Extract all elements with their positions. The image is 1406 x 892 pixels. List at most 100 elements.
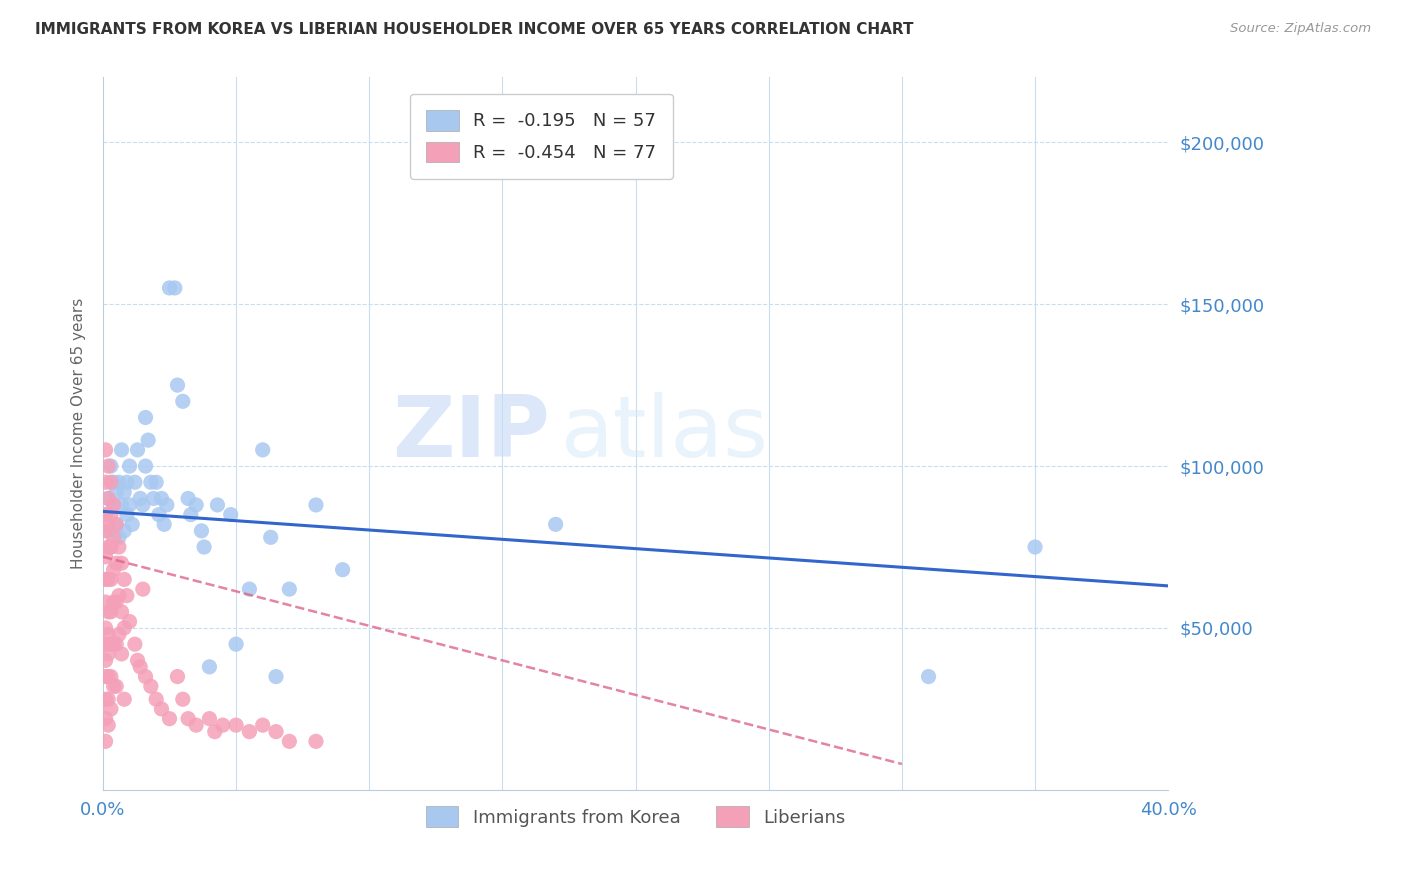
Point (193, 540, 215, 554)
Point (134, 458, 156, 473)
Point (219, 508, 242, 522)
Point (118, 498, 141, 512)
Text: ZIP: ZIP (392, 392, 550, 475)
Point (207, 498, 229, 512)
Point (134, 410, 156, 425)
Point (132, 498, 155, 512)
Point (260, 530, 283, 544)
Point (105, 556, 128, 570)
Point (100, 573, 122, 587)
Point (94, 734, 117, 748)
Point (108, 530, 131, 544)
Point (94, 475, 117, 490)
Point (110, 442, 132, 457)
Point (105, 679, 128, 693)
Point (159, 281, 181, 295)
Point (97, 718, 120, 732)
Point (100, 702, 122, 716)
Point (118, 615, 141, 629)
Point (94, 653, 117, 667)
Point (121, 517, 143, 532)
Point (112, 485, 135, 500)
Point (100, 458, 122, 473)
Point (278, 734, 301, 748)
Point (103, 679, 125, 693)
Point (332, 563, 354, 577)
Point (172, 692, 194, 706)
Point (97, 491, 120, 506)
Point (198, 712, 221, 726)
Point (112, 692, 135, 706)
Point (94, 712, 117, 726)
Point (278, 582, 301, 596)
Point (94, 524, 117, 538)
Point (108, 540, 131, 554)
Point (94, 637, 117, 651)
Point (177, 491, 200, 506)
Point (127, 653, 149, 667)
Point (97, 573, 120, 587)
Text: IMMIGRANTS FROM KOREA VS LIBERIAN HOUSEHOLDER INCOME OVER 65 YEARS CORRELATION C: IMMIGRANTS FROM KOREA VS LIBERIAN HOUSEH… (35, 22, 914, 37)
Point (163, 281, 186, 295)
Point (118, 458, 141, 473)
Point (134, 669, 156, 683)
Point (110, 605, 132, 619)
Point (108, 627, 131, 641)
Point (94, 549, 117, 564)
Point (184, 718, 207, 732)
Point (198, 660, 221, 674)
Point (97, 540, 120, 554)
Point (103, 498, 125, 512)
Point (94, 442, 117, 457)
Point (97, 605, 120, 619)
Point (166, 378, 188, 392)
Point (100, 540, 122, 554)
Point (305, 498, 328, 512)
Point (97, 524, 120, 538)
Point (100, 605, 122, 619)
Point (129, 491, 152, 506)
Point (94, 692, 117, 706)
Point (225, 718, 247, 732)
Point (105, 517, 128, 532)
Point (132, 582, 155, 596)
Point (103, 563, 125, 577)
Point (103, 475, 125, 490)
Point (97, 517, 120, 532)
Point (145, 692, 167, 706)
Point (136, 433, 159, 447)
Point (252, 442, 274, 457)
Point (112, 573, 135, 587)
Point (159, 712, 181, 726)
Point (127, 442, 149, 457)
Point (150, 491, 173, 506)
Point (917, 669, 939, 683)
Point (544, 517, 567, 532)
Point (97, 627, 120, 641)
Point (100, 540, 122, 554)
Point (124, 475, 146, 490)
Point (305, 734, 328, 748)
Point (139, 475, 162, 490)
Point (124, 637, 146, 651)
Point (150, 702, 173, 716)
Point (115, 508, 138, 522)
Point (94, 508, 117, 522)
Point (204, 724, 226, 739)
Point (264, 724, 287, 739)
Point (94, 573, 117, 587)
Text: atlas: atlas (561, 392, 769, 475)
Point (103, 637, 125, 651)
Point (110, 498, 132, 512)
Point (145, 475, 167, 490)
Point (97, 458, 120, 473)
Point (105, 595, 128, 609)
Point (238, 582, 260, 596)
Point (148, 508, 170, 522)
Point (94, 669, 117, 683)
Legend: Immigrants from Korea, Liberians: Immigrants from Korea, Liberians (419, 799, 853, 834)
Point (153, 517, 176, 532)
Point (100, 475, 122, 490)
Point (112, 621, 135, 635)
Point (166, 669, 188, 683)
